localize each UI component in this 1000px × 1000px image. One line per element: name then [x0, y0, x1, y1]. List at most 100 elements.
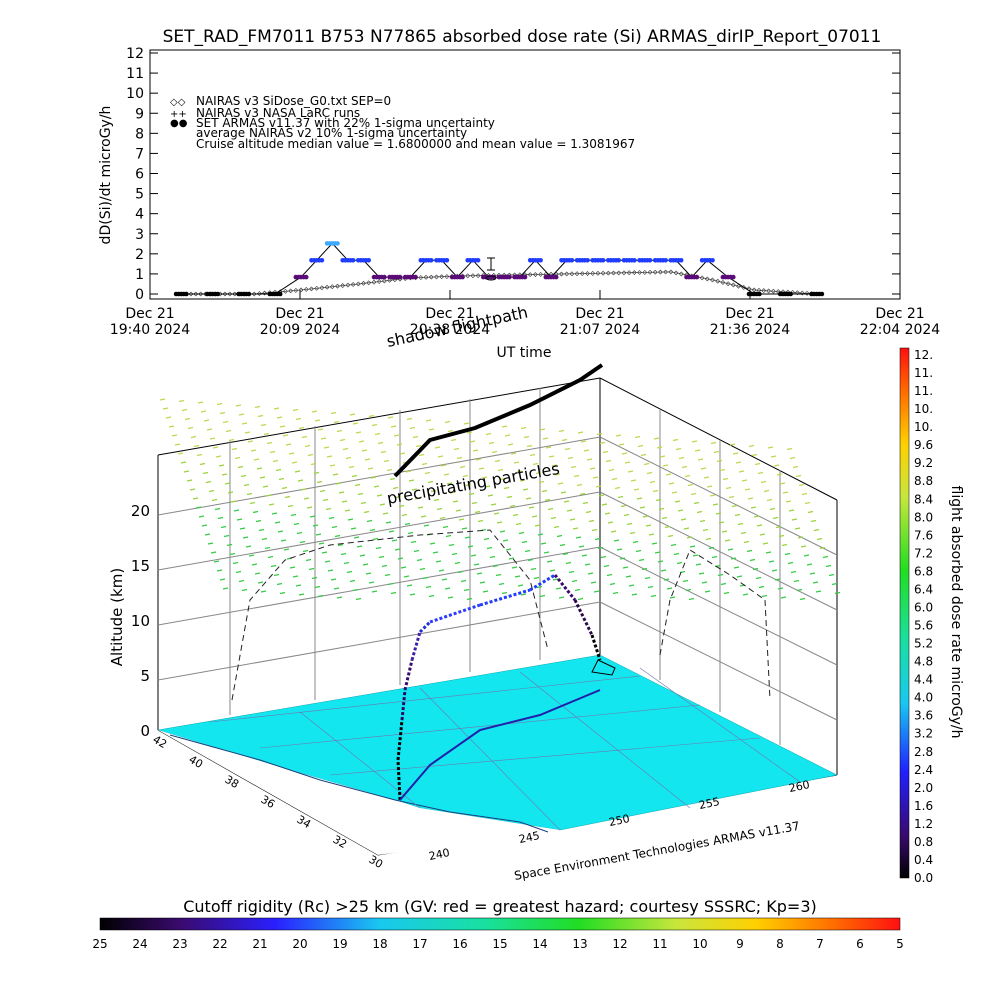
colorbar-right-ticks: 12. 11. 11. 10. 10. 9.6 9.2 8.8 8.4 8.0 7.6 7.2 6.8 6… [914, 348, 933, 885]
armas-point [694, 274, 700, 280]
particle-mark [630, 479, 637, 482]
armas-point [678, 258, 684, 263]
particle-mark [692, 554, 699, 557]
particle-mark [677, 509, 684, 512]
particle-mark [516, 470, 523, 473]
particle-mark [557, 482, 564, 485]
trajectory-segment [403, 659, 414, 691]
map-ocean [158, 730, 560, 855]
particle-mark [532, 462, 539, 466]
colorbar-right-tick-label: 1.6 [914, 799, 933, 813]
particle-mark [283, 548, 290, 551]
nairas-point [324, 284, 330, 290]
particle-mark [712, 503, 719, 506]
particle-mark [357, 492, 364, 496]
particle-mark [313, 471, 320, 475]
particle-mark [671, 491, 678, 494]
particle-mark [238, 579, 245, 583]
particle-mark [685, 588, 692, 592]
top-y-tick-label: 0 [135, 287, 144, 303]
particle-mark [183, 470, 190, 473]
particle-mark [361, 449, 368, 452]
particle-mark [834, 591, 841, 595]
particle-mark [463, 422, 470, 425]
top-x-tick-label-day: Dec 21 [725, 306, 774, 322]
nairas-point [564, 271, 570, 277]
particle-mark [215, 455, 222, 458]
trajectory-segment [400, 689, 407, 721]
particle-mark [544, 498, 551, 502]
top-y-tick-label: 7 [135, 146, 144, 162]
particle-mark [695, 563, 702, 566]
top-y-tick-label: 3 [135, 227, 144, 243]
particle-mark [502, 539, 509, 542]
particle-mark [220, 525, 227, 529]
latitude-tick-label: 30 [366, 853, 385, 871]
ground-track [399, 689, 601, 801]
armas-point [647, 258, 653, 263]
particle-mark [492, 564, 499, 568]
particle-mark [287, 504, 294, 508]
particle-mark [284, 495, 291, 499]
particle-mark [792, 465, 799, 469]
nairas-point [616, 270, 622, 276]
particle-mark [751, 453, 758, 457]
particle-mark [323, 446, 330, 449]
particle-mark [336, 429, 343, 433]
particle-mark [666, 587, 673, 590]
particle-mark [675, 447, 682, 451]
particle-mark [355, 431, 362, 434]
particle-mark [812, 581, 819, 584]
particle-mark [730, 557, 737, 560]
particle-mark [465, 483, 472, 487]
particle-mark [590, 581, 597, 584]
particle-mark [505, 548, 512, 551]
particle-mark [189, 488, 196, 491]
particle-mark [239, 527, 246, 530]
top-x-tick-label-day: Dec 21 [575, 306, 624, 322]
particle-mark [749, 558, 756, 562]
armas-point [444, 258, 450, 263]
nairas-point [303, 287, 309, 292]
nairas-point [751, 287, 757, 293]
particle-mark [558, 429, 565, 433]
particle-mark [277, 530, 284, 533]
legend-cruise-median: Cruise altitude median value = 1.6800000… [196, 137, 635, 151]
particle-mark [519, 479, 526, 482]
plot3d: shadow flightpath precipitating particle… [108, 302, 841, 883]
particle-mark [624, 461, 631, 464]
particle-mark [351, 474, 358, 478]
particle-mark [719, 468, 726, 472]
colorbar-right-tick-label: 10. [914, 402, 933, 416]
particle-mark [493, 512, 500, 515]
particle-mark [612, 591, 619, 595]
particle-mark [274, 521, 281, 524]
top-y-tick-label: 5 [135, 187, 144, 203]
nairas-point [282, 288, 288, 294]
particle-mark [793, 579, 800, 583]
particle-mark [397, 557, 404, 560]
colorbar-right-tick-label: 4.8 [914, 655, 933, 669]
particle-mark [615, 434, 622, 437]
particle-mark [672, 438, 679, 442]
legend-nairas-v2: average NAIRAS v2 10% 1-sigma uncertaint… [196, 126, 467, 140]
particle-mark [527, 558, 534, 562]
particle-mark [406, 584, 413, 587]
particle-mark [256, 467, 263, 470]
particle-mark [235, 404, 242, 407]
particle-mark [257, 414, 264, 418]
particle-mark [441, 578, 448, 581]
particle-mark [254, 572, 261, 575]
particle-mark [387, 582, 394, 586]
particle-mark [197, 401, 204, 404]
particle-mark [427, 480, 434, 484]
particle-mark [174, 443, 181, 446]
nairas-point [699, 275, 705, 281]
particle-mark [686, 536, 693, 539]
particle-mark [725, 486, 732, 490]
particle-mark [384, 573, 391, 577]
particle-mark [434, 446, 441, 449]
particle-mark [378, 555, 385, 559]
particle-mark [414, 497, 421, 500]
